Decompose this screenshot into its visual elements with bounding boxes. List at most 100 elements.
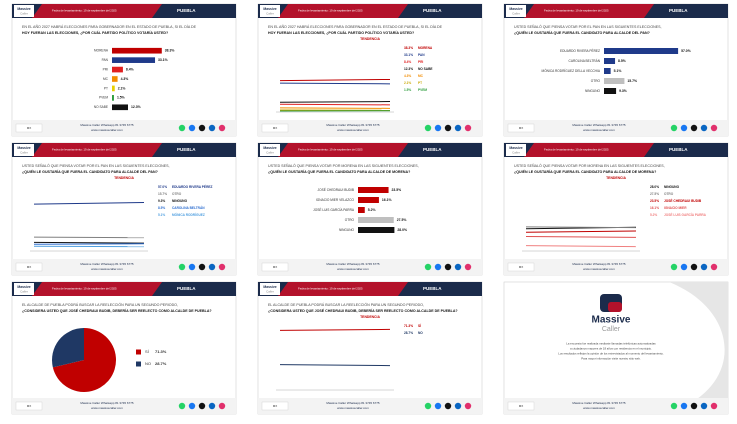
bar-value: 8.4% [126,67,134,71]
social-icon [681,403,687,409]
legend-value: 4.3% [404,74,411,78]
legend-name: OTRO [664,192,674,196]
bar-value: 9.3% [619,89,627,93]
footer-sample-text: MX [273,265,278,269]
question-line: HOY FUERAN LAS ELECCIONES, ¿POR CUÁL PAR… [22,30,168,35]
legend-value: 8.4% [404,60,411,64]
footer-contact: Massive Caller Whatsapp 81 3745 6775 [80,262,134,266]
logo-text: Caller [20,289,28,293]
social-icon [445,403,451,409]
logo-text: Massive [17,285,30,289]
footer-web: www.massivecaller.com [337,406,369,410]
bar-label: OTRO [591,79,601,83]
bar-label: NINGUNO [339,228,355,232]
header-city: PUEBLA [177,286,196,291]
header-date: Fecha de levantamiento: 19 de septiembre… [52,9,117,13]
social-icon [691,403,697,409]
bar [112,95,114,101]
legend-name: MÓNICA RODRÍGUEZ [172,212,205,217]
logo-text: Massive [509,146,522,150]
legend-name: NO [418,331,423,335]
header-date: Fecha de levantamiento: 19 de septiembre… [298,9,363,13]
note-line: La encuesta fue realizada mediante llama… [566,342,656,346]
legend-value: 5.2% [650,213,657,217]
social-icon [199,125,205,131]
header-city: PUEBLA [423,8,442,13]
social-icon [671,403,677,409]
social-icon [435,403,441,409]
footer-sample-text: MX [519,126,524,130]
question-line: EN EL AÑO 2027 HABRÁ ELECCIONES PARA GOB… [22,24,197,29]
footer-contact: Massive Caller Whatsapp 81 3745 6775 [572,123,626,127]
slide-background [504,143,728,275]
header-date: Fecha de levantamiento: 19 de septiembre… [52,287,117,291]
footer-web: www.massivecaller.com [337,128,369,132]
bar-label: IGNACIO MIER VELAZCO [316,198,355,202]
bar-value: 1.5% [117,96,125,100]
social-icon [219,264,225,270]
social-icon [435,264,441,270]
footer-web: www.massivecaller.com [583,267,615,271]
legend-name: NINGUNO [664,185,680,189]
social-icon [189,264,195,270]
question-line: USTED SEÑALÓ QUE PIENSA VOTAR POR MORENA… [268,163,419,168]
logo-text: Massive [509,7,522,11]
legend-value: 28.7% [404,331,413,335]
social-icon [209,125,215,131]
question-line: HOY FUERAN LAS ELECCIONES, ¿POR CUÁL PAR… [268,30,414,35]
header-date: Fecha de levantamiento: 19 de septiembre… [52,148,117,152]
social-icon [711,403,717,409]
footer-contact: Massive Caller Whatsapp 81 3745 6775 [326,262,380,266]
social-icon [445,264,451,270]
social-icon [219,403,225,409]
header-date: Fecha de levantamiento: 19 de septiembre… [544,9,609,13]
footer-contact: Massive Caller Whatsapp 81 3745 6775 [572,401,626,405]
question-line: USTED SEÑALÓ QUE PIENSA VOTAR POR EL PAN… [514,24,662,29]
legend-name: MORENA [418,46,433,50]
legend-value: 38.3% [404,46,413,50]
logo-text: Caller [266,289,274,293]
legend-name: JOSÉ LUIS GARCÍA PARRA [664,212,707,217]
bar [112,48,162,54]
subtitle: TENDENCIA [360,315,380,319]
bar-label: PT [104,86,108,90]
legend-name: NINGUNO [172,199,188,203]
slide-background [258,282,482,414]
legend-value: 27.5% [650,192,659,196]
bar [604,88,616,94]
social-icon [681,264,687,270]
header-city: PUEBLA [669,147,688,152]
legend-name: CAROLINA BELTRÁN [172,205,205,210]
footer-web: www.massivecaller.com [91,406,123,410]
bar-value: 28.0% [397,228,407,232]
bar-value: 2.1% [118,86,126,90]
legend-name: NO SABE [418,67,433,71]
legend-name: PRI [418,60,423,64]
logo-text: Caller [512,11,520,15]
bar-value: 33.1% [158,58,168,62]
bar-label: JOSÉ CHEDRAUI BUDIB [318,187,355,192]
question-line: ¿QUIÉN LE GUSTARÍA QUE FUERA EL CANDIDAT… [514,30,650,35]
bar-label: CAROLINA BELTRÁN [569,59,601,63]
question-line: ¿CONSIDERA USTED QUE JOSÉ CHEDRAUI BUDIB… [22,308,212,313]
social-icon [681,125,687,131]
legend-value: 23.5% [650,199,659,203]
question-line: USTED SEÑALÓ QUE PIENSA VOTAR POR MORENA… [514,163,665,168]
brand-name: Massive [592,315,631,326]
bar-value: 5.1% [614,69,622,73]
trend-line [280,104,390,105]
brand-name: Caller [602,326,621,333]
legend-value: 71.3% [404,324,413,328]
legend-swatch [136,362,141,367]
social-icon [189,125,195,131]
bar-label: EDUARDO RIVERA PÉREZ [560,48,600,53]
subtitle: TENDENCIA [606,176,626,180]
legend-name: NO [145,361,151,366]
social-icon [455,125,461,131]
logo-icon-accent [608,302,622,312]
